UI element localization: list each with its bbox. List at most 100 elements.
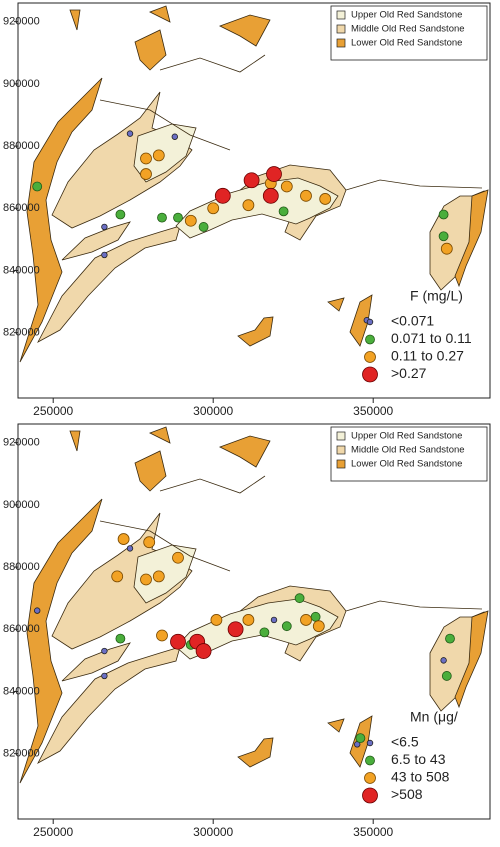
x-tick-label: 300000 bbox=[193, 825, 233, 839]
x-tick-label: 250000 bbox=[33, 825, 73, 839]
plot-frame bbox=[17, 2, 491, 399]
geology-swatch bbox=[336, 459, 346, 469]
x-tick-label: 350000 bbox=[353, 825, 393, 839]
sample-point bbox=[115, 633, 126, 644]
x-tick-label: 300000 bbox=[193, 404, 233, 418]
geology-legend-label: Upper Old Red Sandstone bbox=[351, 10, 462, 21]
geology-legend-label: Middle Old Red Sandstone bbox=[351, 445, 465, 456]
sample-point bbox=[126, 130, 134, 137]
sample-point bbox=[184, 214, 197, 227]
y-tick-label: 880000 bbox=[3, 140, 40, 152]
legend-marker bbox=[365, 755, 375, 766]
legend-marker bbox=[362, 787, 378, 804]
geology-swatch bbox=[336, 38, 346, 48]
sample-point bbox=[259, 627, 270, 638]
sample-point bbox=[440, 242, 453, 255]
legend-label: >0.27 bbox=[391, 365, 427, 381]
geology-legend-label: Middle Old Red Sandstone bbox=[351, 24, 465, 35]
sample-point bbox=[170, 633, 186, 650]
sample-point bbox=[126, 545, 134, 552]
sample-point bbox=[242, 199, 255, 212]
sample-point bbox=[445, 633, 455, 644]
y-tick-label: 860000 bbox=[3, 202, 40, 214]
legend-label: 43 to 508 bbox=[391, 769, 450, 785]
geology-legend-box bbox=[330, 5, 488, 61]
geology-swatch bbox=[336, 431, 346, 441]
sample-point bbox=[34, 607, 41, 614]
y-tick-label: 900000 bbox=[3, 78, 40, 90]
sample-point bbox=[355, 733, 366, 744]
y-tick-label: 840000 bbox=[3, 264, 40, 276]
sample-point bbox=[143, 536, 156, 549]
sample-point bbox=[278, 206, 289, 217]
geology-legend-box bbox=[330, 426, 488, 482]
sample-point bbox=[243, 172, 260, 189]
sample-point bbox=[101, 647, 108, 655]
legend-marker bbox=[362, 366, 378, 383]
sample-point bbox=[157, 212, 167, 223]
legend-label: <6.5 bbox=[391, 734, 419, 750]
legend-marker bbox=[366, 739, 374, 747]
sample-point bbox=[438, 209, 449, 220]
sample-point bbox=[300, 189, 312, 202]
x-tick-label: 250000 bbox=[33, 404, 73, 418]
sample-point bbox=[294, 593, 305, 604]
sample-point bbox=[152, 570, 165, 583]
sample-point bbox=[198, 222, 209, 232]
sample-point bbox=[242, 614, 255, 626]
y-tick-label: 820000 bbox=[3, 748, 40, 760]
sample-point bbox=[195, 643, 212, 659]
sample-point bbox=[441, 671, 452, 681]
sample-point bbox=[227, 621, 244, 638]
y-tick-label: 880000 bbox=[3, 561, 40, 573]
sample-point bbox=[140, 573, 152, 586]
geology-swatch bbox=[336, 445, 346, 455]
plot-frame bbox=[17, 423, 491, 820]
y-tick-label: 900000 bbox=[3, 499, 40, 511]
sample-point bbox=[32, 181, 43, 192]
y-tick-label: 840000 bbox=[3, 685, 40, 697]
sample-point bbox=[117, 533, 130, 545]
legend-marker bbox=[364, 351, 376, 363]
sample-point bbox=[173, 212, 183, 223]
sample-point bbox=[440, 657, 447, 664]
y-tick-label: 820000 bbox=[3, 327, 40, 339]
geology-swatch bbox=[336, 24, 346, 34]
sample-point bbox=[312, 620, 325, 633]
legend-title: F (mg/L) bbox=[410, 288, 463, 304]
sample-point bbox=[281, 621, 292, 632]
y-tick-label: 860000 bbox=[3, 623, 40, 635]
legend-label: >508 bbox=[391, 786, 423, 802]
legend-label: <0.071 bbox=[391, 313, 434, 329]
sample-point bbox=[262, 187, 279, 204]
sample-point bbox=[115, 209, 126, 220]
geology-legend-label: Lower Old Red Sandstone bbox=[351, 459, 462, 470]
legend-label: 6.5 to 43 bbox=[391, 751, 446, 767]
legend-marker bbox=[365, 334, 375, 345]
legend-marker bbox=[364, 772, 376, 784]
geology-legend-label: Upper Old Red Sandstone bbox=[351, 431, 462, 442]
sample-point bbox=[300, 614, 312, 626]
geology-swatch bbox=[336, 10, 346, 20]
sample-point bbox=[214, 187, 231, 204]
sample-point bbox=[156, 629, 168, 642]
legend-marker bbox=[366, 318, 374, 326]
legend-label: 0.11 to 0.27 bbox=[391, 348, 464, 364]
sample-point bbox=[111, 570, 124, 583]
sample-point bbox=[171, 133, 178, 140]
sample-point bbox=[319, 193, 332, 205]
y-tick-label: 920000 bbox=[3, 16, 40, 28]
legend-label: 0.071 to 0.11 bbox=[391, 330, 472, 346]
sample-point bbox=[438, 231, 449, 242]
sample-point bbox=[152, 149, 165, 162]
sample-point bbox=[101, 672, 108, 680]
map-panel: 250000 300000 350000 820000 840000 860000 8800… bbox=[3, 423, 491, 839]
sample-point bbox=[270, 616, 278, 624]
x-tick-label: 350000 bbox=[353, 404, 393, 418]
sample-point bbox=[207, 202, 220, 215]
sample-point bbox=[172, 551, 184, 564]
map-panel: 250000 300000 350000 820000 840000 860000 8800… bbox=[3, 2, 491, 418]
sample-point bbox=[140, 168, 152, 180]
y-tick-label: 920000 bbox=[3, 437, 40, 449]
